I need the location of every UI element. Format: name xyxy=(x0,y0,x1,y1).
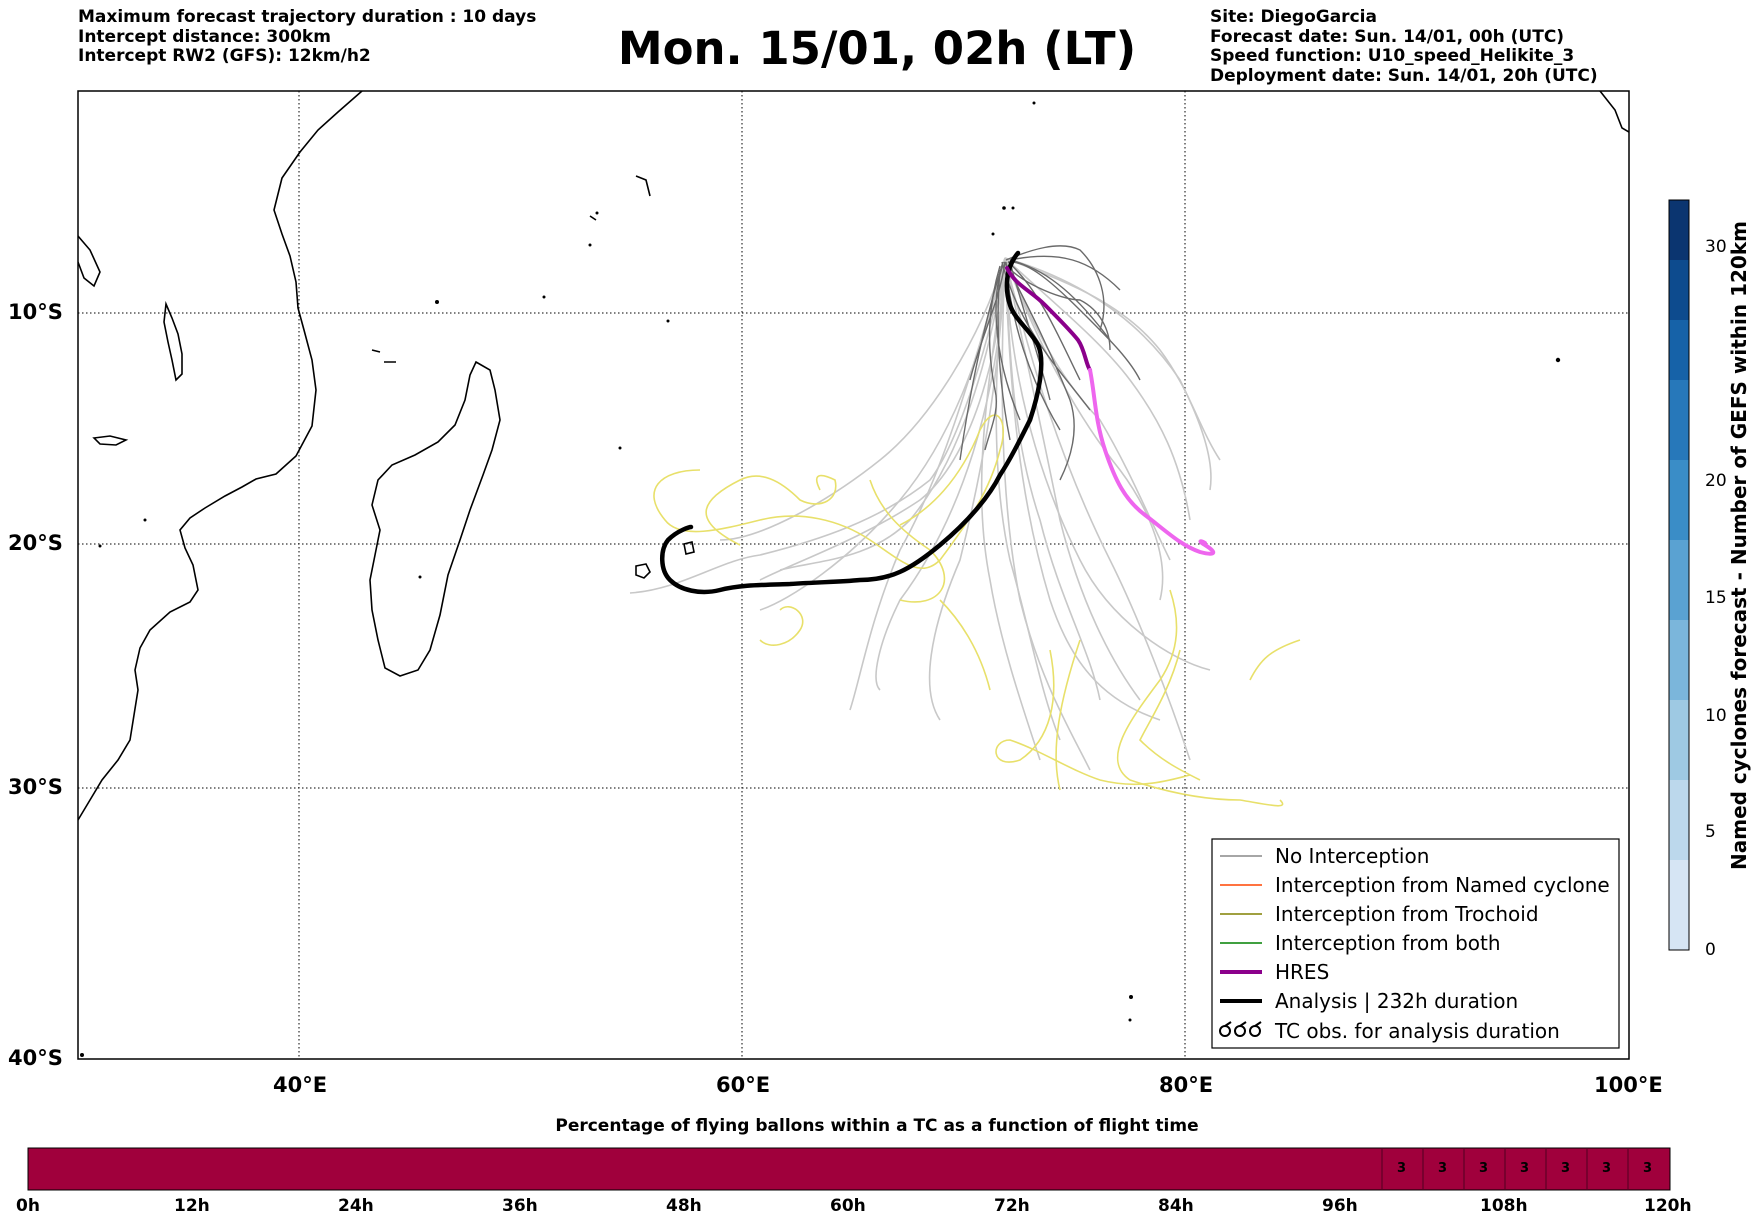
timebar xyxy=(27,1147,1671,1191)
africa-coast xyxy=(78,91,363,821)
trajectory-duration-text: Maximum forecast trajectory duration : 1… xyxy=(78,7,537,27)
legend-label-hres: HRES xyxy=(1275,960,1330,984)
timebar-value-6: 3 xyxy=(1602,1161,1612,1176)
lake-coast xyxy=(163,300,183,382)
reunion-coast xyxy=(635,563,651,579)
speed-function-text: Speed function: U10_speed_Helikite_3 xyxy=(1210,46,1575,66)
colorbar-tick-20: 20 xyxy=(1705,471,1727,491)
hres-trajectory-dark xyxy=(1005,266,1092,372)
timebar-tick-108h: 108h xyxy=(1480,1196,1528,1216)
small-islands xyxy=(80,101,1561,1057)
gridlines xyxy=(78,91,1629,1059)
legend xyxy=(1211,838,1620,1049)
legend-label-no-interception: No Interception xyxy=(1275,844,1430,868)
page-title: Mon. 15/01, 02h (LT) xyxy=(617,22,1137,75)
colorbar-label: Named cyclones forecast - Number of GEFS… xyxy=(1727,221,1751,870)
colorbar-tick-5: 5 xyxy=(1705,822,1716,842)
colorbar-frame xyxy=(1668,199,1690,951)
timebar-value-1: 3 xyxy=(1397,1161,1407,1176)
colorbar-tick-15: 15 xyxy=(1705,588,1727,608)
lat-label-20s: 20°S xyxy=(8,531,63,555)
lon-label-100e: 100°E xyxy=(1594,1073,1663,1097)
timebar-tick-12h: 12h xyxy=(174,1196,210,1216)
legend-label-trochoid: Interception from Trochoid xyxy=(1275,902,1539,926)
lat-label-30s: 30°S xyxy=(8,775,63,799)
analysis-trajectory xyxy=(660,250,1044,595)
timebar-value-4: 3 xyxy=(1520,1161,1530,1176)
lat-label-40s: 40°S xyxy=(8,1046,63,1070)
lon-label-80e: 80°E xyxy=(1159,1073,1214,1097)
timebar-tick-72h: 72h xyxy=(994,1196,1030,1216)
seychelles-coast xyxy=(589,175,651,221)
timebar-value-7: 3 xyxy=(1643,1161,1653,1176)
sumatra-coast xyxy=(1599,91,1629,133)
timebar-fill xyxy=(27,1147,1671,1191)
lat-label-10s: 10°S xyxy=(8,300,63,324)
timebar-title: Percentage of flying ballons within a TC… xyxy=(555,1116,1199,1136)
intercept-distance-text: Intercept distance: 300km xyxy=(78,26,331,47)
tc-obs-symbol-icon xyxy=(1219,1021,1262,1037)
madagascar-coast xyxy=(369,360,501,677)
lon-label-40e: 40°E xyxy=(273,1073,328,1097)
legend-label-both: Interception from both xyxy=(1275,931,1501,955)
colorbar xyxy=(1668,199,1690,951)
hres-trajectory-light xyxy=(1088,368,1216,556)
timebar-value-3: 3 xyxy=(1479,1161,1489,1176)
mauritius-coast xyxy=(683,541,695,555)
lake-small-coast xyxy=(92,435,129,446)
deployment-date-text: Deployment date: Sun. 14/01, 20h (UTC) xyxy=(1210,65,1598,86)
timebar-value-5: 3 xyxy=(1561,1161,1571,1176)
header-left-info: Maximum forecast trajectory duration : 1… xyxy=(78,7,537,67)
timebar-tick-120h: 120h xyxy=(1644,1196,1692,1216)
legend-label-tc-obs: TC obs. for analysis duration xyxy=(1275,1019,1560,1043)
timebar-tick-36h: 36h xyxy=(502,1196,538,1216)
timebar-tick-96h: 96h xyxy=(1322,1196,1358,1216)
legend-label-analysis: Analysis | 232h duration xyxy=(1275,989,1519,1013)
legend-label-named-cyclone: Interception from Named cyclone xyxy=(1275,873,1610,897)
forecast-date-text: Forecast date: Sun. 14/01, 00h (UTC) xyxy=(1210,26,1565,47)
timebar-value-2: 3 xyxy=(1438,1161,1448,1176)
lake-victoria-coast xyxy=(78,235,101,288)
intercept-rw2-text: Intercept RW2 (GFS): 12km/h2 xyxy=(78,46,371,66)
timebar-tick-60h: 60h xyxy=(830,1196,866,1216)
lon-label-60e: 60°E xyxy=(716,1073,771,1097)
header-right-info: Site: DiegoGarcia Forecast date: Sun. 14… xyxy=(1210,7,1598,86)
colorbar-tick-10: 10 xyxy=(1705,706,1727,726)
legend-box xyxy=(1211,838,1620,1049)
timebar-tick-0h: 0h xyxy=(16,1196,40,1216)
colorbar-tick-30: 30 xyxy=(1705,237,1727,257)
colorbar-tick-0: 0 xyxy=(1705,940,1716,960)
comoros-coast xyxy=(371,349,396,363)
timebar-tick-48h: 48h xyxy=(666,1196,702,1216)
site-text: Site: DiegoGarcia xyxy=(1210,7,1377,27)
coastlines xyxy=(78,91,1629,821)
timebar-tick-84h: 84h xyxy=(1158,1196,1194,1216)
timebar-tick-24h: 24h xyxy=(338,1196,374,1216)
